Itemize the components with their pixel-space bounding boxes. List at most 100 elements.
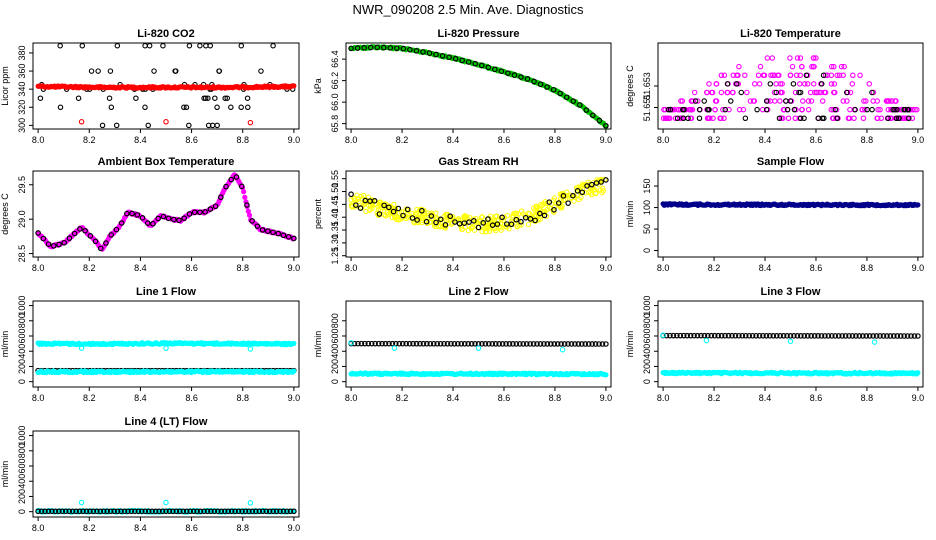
data-point (71, 230, 78, 237)
x-tick-label: 9.0 (288, 393, 301, 403)
chart-pressure: Li-820 Pressure kPa 8.0 8.2 8.4 8.6 8.8 9.0 65.8… (313, 28, 612, 145)
y-tick-label: 0 (17, 379, 27, 384)
data-point (360, 192, 367, 199)
data-point (695, 98, 701, 104)
chart-title: Line 3 Flow (761, 286, 821, 298)
y-tick-label: 28.5 (17, 245, 27, 263)
data-point (563, 94, 570, 101)
data-point (815, 333, 821, 339)
data-point (860, 115, 867, 122)
data-point (259, 227, 266, 233)
data-point (228, 508, 235, 515)
data-point (585, 189, 592, 195)
data-point (742, 72, 748, 79)
data-point (87, 233, 94, 239)
data-point (588, 181, 595, 188)
data-point (590, 112, 596, 119)
data-point (180, 508, 187, 515)
y-tick-label: 50 (642, 224, 652, 234)
x-tick-label: 8.0 (657, 263, 670, 273)
data-point (90, 508, 97, 515)
data-point (430, 340, 437, 347)
data-point (571, 198, 577, 204)
data-point (211, 508, 218, 515)
data-point (740, 106, 747, 113)
data-point (114, 42, 121, 49)
data-point (603, 177, 609, 183)
data-point (270, 508, 276, 515)
data-point (892, 106, 898, 113)
data-point (247, 346, 254, 352)
y-tick-label: 800 (17, 443, 27, 458)
data-point (433, 51, 439, 58)
data-point (592, 341, 599, 347)
data-point (107, 508, 114, 515)
data-point (482, 341, 489, 347)
data-point (173, 508, 180, 515)
data-point (559, 203, 565, 209)
data-point (256, 508, 263, 515)
data-point (163, 499, 169, 506)
data-point (499, 214, 505, 221)
data-point (128, 508, 135, 515)
data-point (703, 89, 710, 96)
data-point (541, 209, 548, 215)
chart-title: Line 1 Flow (136, 286, 196, 298)
x-tick-label: 8.0 (32, 393, 45, 403)
data-point (468, 340, 475, 347)
data-point (420, 340, 427, 347)
data-point (603, 122, 609, 129)
chart-ambtemp: Ambient Box Temperature degrees C 8.0 8.2 8.… (0, 156, 300, 273)
plot-frame (345, 42, 612, 130)
data-point (57, 104, 64, 111)
data-point (713, 81, 720, 87)
data-point (834, 115, 841, 122)
data-point (557, 90, 563, 97)
data-point (209, 122, 216, 129)
data-point (492, 66, 498, 73)
data-point (410, 340, 416, 347)
data-point (186, 42, 193, 49)
data-point (513, 216, 520, 223)
data-point (357, 205, 364, 211)
data-point (531, 78, 537, 85)
data-point (760, 72, 767, 79)
data-point (603, 341, 609, 347)
data-point (584, 183, 590, 189)
y-tick-label: 0 (642, 248, 652, 253)
plot-frame (345, 300, 612, 388)
data-point (245, 104, 251, 111)
x-tick-label: 8.0 (657, 393, 670, 403)
data-point (537, 81, 544, 88)
data-point (461, 340, 468, 347)
data-point (770, 332, 777, 339)
data-point (822, 72, 829, 79)
data-point (444, 340, 451, 347)
data-point (223, 183, 229, 190)
x-tick-label: 8.8 (861, 135, 874, 145)
data-point (194, 508, 200, 515)
data-point (270, 229, 276, 236)
data-point (791, 333, 797, 339)
data-point (763, 332, 770, 339)
data-point (548, 341, 554, 347)
data-point (552, 200, 559, 207)
data-point (742, 115, 749, 122)
data-point (732, 332, 739, 339)
data-point (376, 211, 383, 217)
data-point (480, 220, 487, 226)
data-point (156, 508, 162, 515)
data-point (537, 210, 543, 217)
data-point (177, 508, 183, 515)
x-tick-label: 8.2 (708, 393, 721, 403)
data-point (840, 72, 846, 79)
series-other (35, 340, 297, 348)
x-tick-label: 8.2 (396, 135, 409, 145)
data-point (133, 95, 139, 101)
data-point (441, 340, 447, 347)
data-point (674, 115, 681, 122)
x-tick-label: 8.6 (810, 393, 823, 403)
data-point (901, 333, 907, 339)
x-tick-label: 8.8 (549, 393, 562, 403)
data-point (135, 508, 142, 515)
